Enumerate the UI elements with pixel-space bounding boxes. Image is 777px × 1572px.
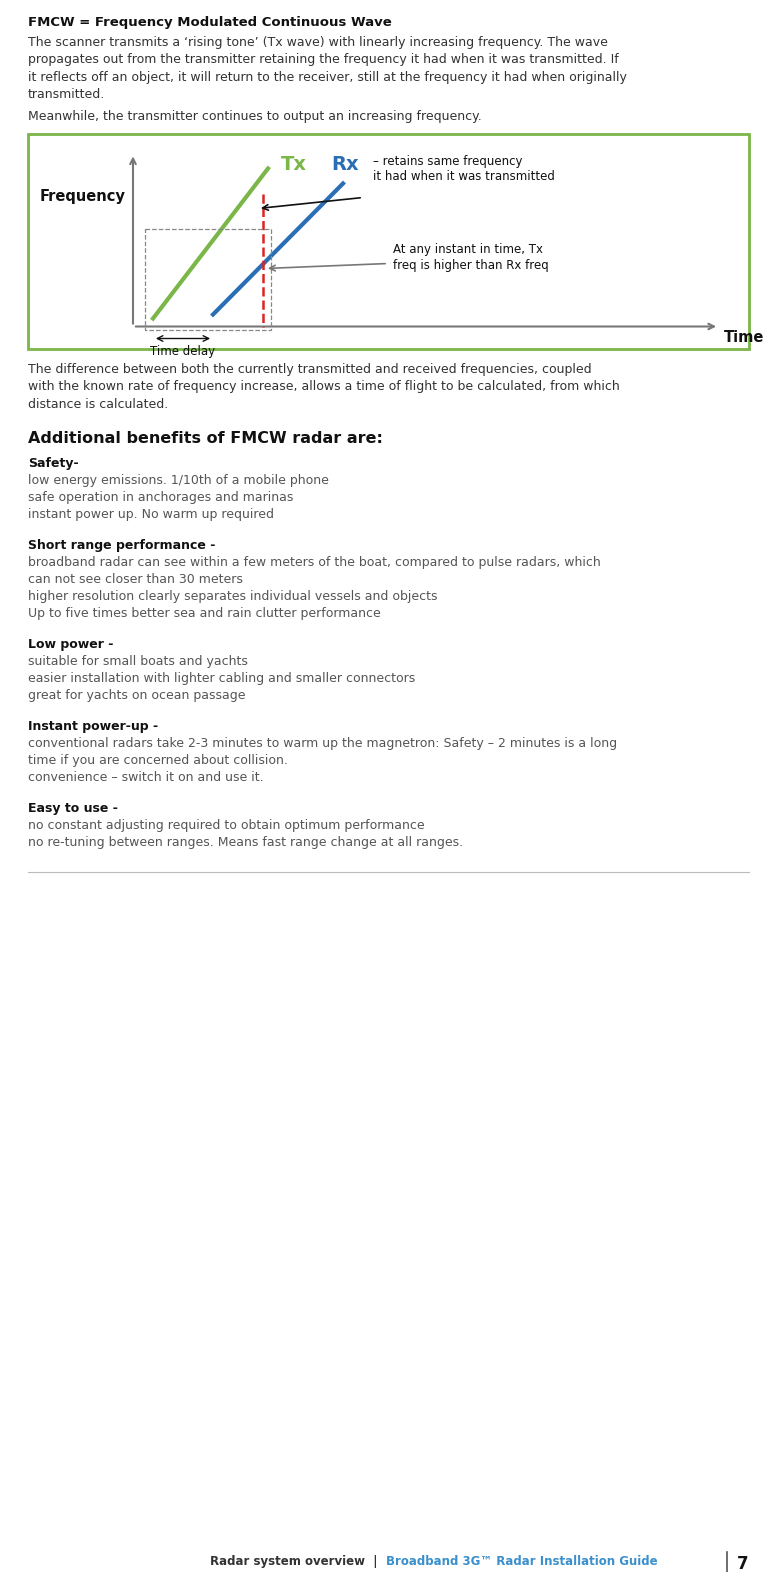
- Text: – retains same frequency
it had when it was transmitted: – retains same frequency it had when it …: [373, 156, 555, 184]
- Text: conventional radars take 2-3 minutes to warm up the magnetron: Safety – 2 minute: conventional radars take 2-3 minutes to …: [28, 737, 617, 750]
- Text: broadband radar can see within a few meters of the boat, compared to pulse radar: broadband radar can see within a few met…: [28, 556, 601, 569]
- Text: FMCW = Frequency Modulated Continuous Wave: FMCW = Frequency Modulated Continuous Wa…: [28, 16, 392, 28]
- Text: The difference between both the currently transmitted and received frequencies, : The difference between both the currentl…: [28, 363, 591, 376]
- Text: transmitted.: transmitted.: [28, 88, 105, 102]
- Text: propagates out from the transmitter retaining the frequency it had when it was t: propagates out from the transmitter reta…: [28, 53, 618, 66]
- Text: 7: 7: [737, 1555, 749, 1572]
- Text: Radar system overview  |: Radar system overview |: [211, 1555, 386, 1567]
- Text: no constant adjusting required to obtain optimum performance: no constant adjusting required to obtain…: [28, 819, 424, 832]
- Text: Instant power-up -: Instant power-up -: [28, 720, 159, 733]
- Text: Frequency: Frequency: [40, 189, 126, 203]
- Text: Additional benefits of FMCW radar are:: Additional benefits of FMCW radar are:: [28, 431, 383, 446]
- Text: with the known rate of frequency increase, allows a time of flight to be calcula: with the known rate of frequency increas…: [28, 380, 620, 393]
- Text: great for yachts on ocean passage: great for yachts on ocean passage: [28, 689, 246, 703]
- Text: Easy to use -: Easy to use -: [28, 802, 118, 814]
- Text: it reflects off an object, it will return to the receiver, still at the frequenc: it reflects off an object, it will retur…: [28, 71, 627, 83]
- Text: Time: Time: [724, 330, 765, 344]
- Text: higher resolution clearly separates individual vessels and objects: higher resolution clearly separates indi…: [28, 590, 437, 604]
- Text: Low power -: Low power -: [28, 638, 113, 651]
- Text: safe operation in anchorages and marinas: safe operation in anchorages and marinas: [28, 490, 294, 505]
- Text: Up to five times better sea and rain clutter performance: Up to five times better sea and rain clu…: [28, 607, 381, 619]
- Text: Rx: Rx: [331, 156, 359, 174]
- Text: can not see closer than 30 meters: can not see closer than 30 meters: [28, 574, 243, 586]
- Text: Short range performance -: Short range performance -: [28, 539, 215, 552]
- Text: Meanwhile, the transmitter continues to output an increasing frequency.: Meanwhile, the transmitter continues to …: [28, 110, 482, 123]
- Text: Tx: Tx: [281, 156, 307, 174]
- Text: low energy emissions. 1/10th of a mobile phone: low energy emissions. 1/10th of a mobile…: [28, 475, 329, 487]
- Text: convenience – switch it on and use it.: convenience – switch it on and use it.: [28, 770, 263, 784]
- Text: distance is calculated.: distance is calculated.: [28, 398, 169, 410]
- Text: instant power up. No warm up required: instant power up. No warm up required: [28, 508, 274, 520]
- Text: Broadband 3G™ Radar Installation Guide: Broadband 3G™ Radar Installation Guide: [386, 1555, 657, 1567]
- Text: no re-tuning between ranges. Means fast range change at all ranges.: no re-tuning between ranges. Means fast …: [28, 836, 463, 849]
- Text: easier installation with lighter cabling and smaller connectors: easier installation with lighter cabling…: [28, 671, 415, 685]
- Text: suitable for small boats and yachts: suitable for small boats and yachts: [28, 656, 248, 668]
- Bar: [28, 134, 749, 349]
- Text: At any instant in time, Tx
freq is higher than Rx freq: At any instant in time, Tx freq is highe…: [393, 244, 549, 272]
- Text: time if you are concerned about collision.: time if you are concerned about collisio…: [28, 755, 287, 767]
- Text: The scanner transmits a ‘rising tone’ (Tx wave) with linearly increasing frequen: The scanner transmits a ‘rising tone’ (T…: [28, 36, 608, 49]
- Text: Safety-: Safety-: [28, 457, 78, 470]
- Text: Time delay: Time delay: [151, 344, 215, 357]
